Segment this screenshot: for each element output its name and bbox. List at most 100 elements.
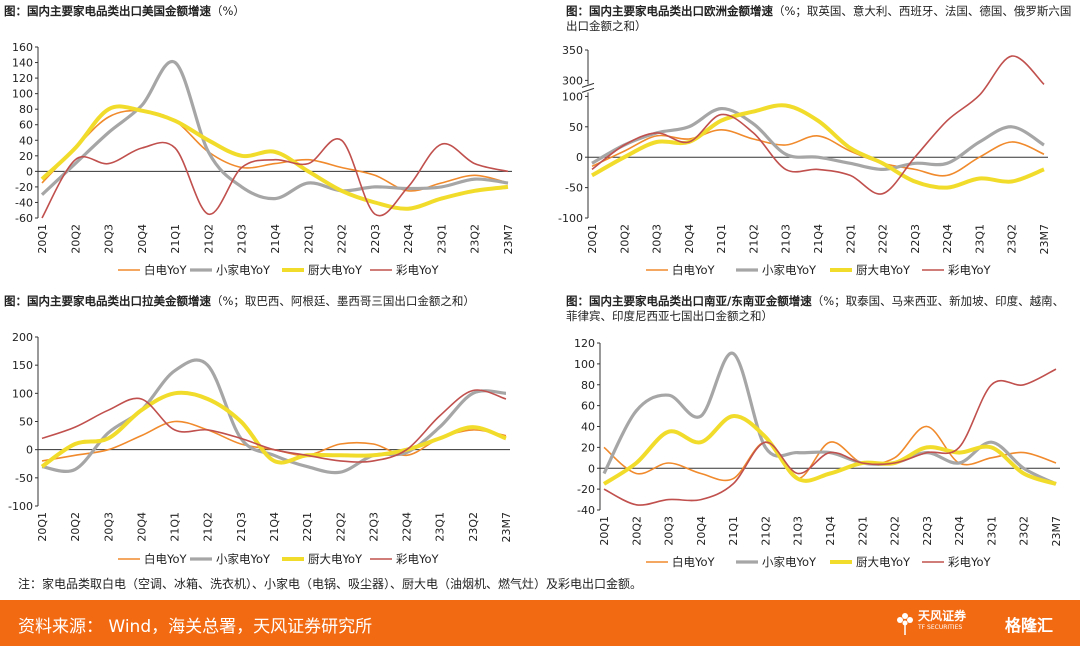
x-tick-label: 22Q1 — [302, 224, 315, 254]
legend-label: 小家电YoY — [762, 555, 817, 569]
x-tick-label: 23Q1 — [435, 224, 448, 254]
legend-label: 白电YoY — [144, 552, 188, 566]
y-tick-label: 40 — [581, 421, 595, 434]
x-tick-label: 22Q2 — [336, 224, 349, 254]
legend-label: 彩电YoY — [948, 555, 992, 569]
x-tick-label: 21Q2 — [747, 224, 760, 254]
y-tick-label: 0 — [588, 462, 595, 475]
x-tick-label: 23M7 — [500, 512, 513, 543]
y-tick-label: 20 — [581, 441, 595, 454]
legend-label: 彩电YoY — [396, 552, 440, 566]
legend-label: 小家电YoY — [762, 263, 817, 277]
x-tick-label: 20Q4 — [695, 516, 708, 546]
x-tick-label: 22Q1 — [856, 516, 869, 546]
x-tick-label: 20Q2 — [618, 224, 631, 254]
y-tick-label: 100 — [574, 358, 595, 371]
footer-bar: 资料来源： Wind，海关总署，天风证券研究所 天风证券 TF SECURITI… — [0, 600, 1080, 646]
series-line — [40, 390, 507, 469]
x-tick-label: 20Q2 — [630, 516, 643, 546]
x-tick-label: 20Q3 — [102, 512, 115, 542]
x-tick-label: 22Q3 — [909, 224, 922, 254]
y-tick-label: 150 — [12, 359, 33, 372]
axis-break-mask — [582, 84, 594, 93]
x-tick-label: 22Q2 — [889, 516, 902, 546]
series-line — [41, 109, 509, 192]
x-tick-label: 23Q1 — [985, 516, 998, 546]
series-line — [591, 55, 1045, 195]
series-line — [591, 103, 1045, 190]
y-tick-label: 40 — [19, 134, 33, 147]
chart-title: 图：国内主要家电品类出口拉美金额增速（%；取巴西、阿根廷、墨西哥三国出口金额之和… — [4, 294, 475, 308]
legend-label: 厨大电YoY — [856, 263, 911, 277]
y-tick-label: -100 — [558, 212, 583, 225]
y-tick-label: -100 — [8, 500, 33, 513]
glh-logo: 格隆汇 — [1005, 616, 1054, 635]
x-tick-label: 20Q1 — [36, 512, 49, 542]
footnote: 注：家电品类取白电（空调、冰箱、洗衣机）、小家电（电锅、吸尘器）、厨大电（油烟机… — [18, 577, 643, 591]
x-tick-label: 21Q3 — [236, 224, 249, 254]
y-tick-label: -50 — [15, 472, 33, 485]
x-tick-label: 20Q2 — [69, 512, 82, 542]
y-tick-label: 20 — [19, 150, 33, 163]
flower-logo-icon — [897, 613, 913, 635]
x-tick-label: 20Q4 — [135, 512, 148, 542]
y-tick-label: 60 — [19, 119, 33, 132]
x-tick-label: 20Q3 — [663, 516, 676, 546]
series-line — [603, 425, 1057, 482]
x-tick-label: 23Q2 — [1018, 516, 1031, 546]
x-tick-label: 21Q2 — [759, 516, 772, 546]
legend-label: 小家电YoY — [216, 263, 271, 277]
legend-label: 厨大电YoY — [856, 555, 911, 569]
y-tick-label: 80 — [581, 379, 595, 392]
series-line — [41, 358, 507, 475]
y-tick-label: 120 — [574, 337, 595, 350]
x-tick-label: 22Q3 — [367, 512, 380, 542]
y-tick-label: 100 — [12, 88, 33, 101]
x-tick-label: 23Q1 — [434, 512, 447, 542]
chart-panel-europe: -100 -50 0 50 100 300 350 20Q1 20Q2 20Q3 20Q4 21Q1 2… — [540, 0, 1080, 290]
legend-label: 白电YoY — [144, 263, 188, 277]
series-line — [41, 137, 509, 219]
y-tick-label: 120 — [12, 72, 33, 85]
x-tick-label: 21Q3 — [780, 224, 793, 254]
y-tick-label: 300 — [562, 74, 583, 87]
y-tick-label: 60 — [581, 400, 595, 413]
y-tick-label: 0 — [26, 165, 33, 178]
legend-label: 厨大电YoY — [308, 552, 363, 566]
chart-title: 图：国内主要家电品类出口欧洲金额增速（%；取英国、意大利、西班牙、法国、德国、俄… — [566, 4, 1072, 33]
x-tick-label: 21Q3 — [235, 512, 248, 542]
chart-us: -60 -40 -20 0 20 40 60 80 100 120 140 160 20Q1 20Q2 20… — [12, 41, 515, 277]
x-tick-label: 21Q4 — [268, 512, 281, 542]
x-tick-label: 23Q1 — [973, 224, 986, 254]
y-tick-label: 160 — [12, 41, 33, 54]
series-line — [40, 59, 509, 201]
chart-south-asia: -40 -20 0 20 40 60 80 100 120 20Q1 20Q2 20Q3 20Q4 21Q… — [574, 337, 1063, 569]
y-tick-label: 100 — [562, 90, 583, 103]
chart-panel-latam: -100 -50 0 50 100 150 200 20Q1 20Q2 20Q3 20Q4 21Q1 2… — [0, 290, 540, 580]
x-tick-label: 21Q1 — [715, 224, 728, 254]
chart-panel-south-asia: -40 -20 0 20 40 60 80 100 120 20Q1 20Q2 20Q3 20Q4 21Q… — [540, 290, 1080, 580]
legend-label: 小家电YoY — [216, 552, 271, 566]
x-tick-label: 21Q1 — [169, 224, 182, 254]
y-tick-label: 350 — [562, 44, 583, 57]
x-tick-label: 22Q4 — [402, 224, 415, 254]
y-tick-label: -40 — [15, 196, 33, 209]
x-tick-label: 22Q4 — [941, 224, 954, 254]
x-tick-label: 21Q3 — [792, 516, 805, 546]
legend-label: 彩电YoY — [396, 263, 440, 277]
chart-title: 图：国内主要家电品类出口美国金额增速（%） — [4, 4, 245, 18]
y-tick-label: 200 — [12, 331, 33, 344]
y-tick-label: -50 — [565, 182, 583, 195]
chart-europe: -100 -50 0 50 100 300 350 20Q1 20Q2 20Q3 20Q4 21Q1 2… — [558, 44, 1051, 277]
y-tick-label: -60 — [15, 212, 33, 225]
x-tick-label: 22Q1 — [844, 224, 857, 254]
x-tick-label: 23M7 — [502, 224, 515, 255]
legend-label: 彩电YoY — [948, 263, 992, 277]
x-tick-label: 20Q1 — [586, 224, 599, 254]
x-tick-label: 22Q2 — [877, 224, 890, 254]
series-line — [602, 351, 1057, 486]
y-tick-label: 100 — [12, 387, 33, 400]
x-tick-label: 21Q2 — [202, 512, 215, 542]
x-tick-label: 21Q1 — [169, 512, 182, 542]
x-tick-label: 20Q2 — [69, 224, 82, 254]
